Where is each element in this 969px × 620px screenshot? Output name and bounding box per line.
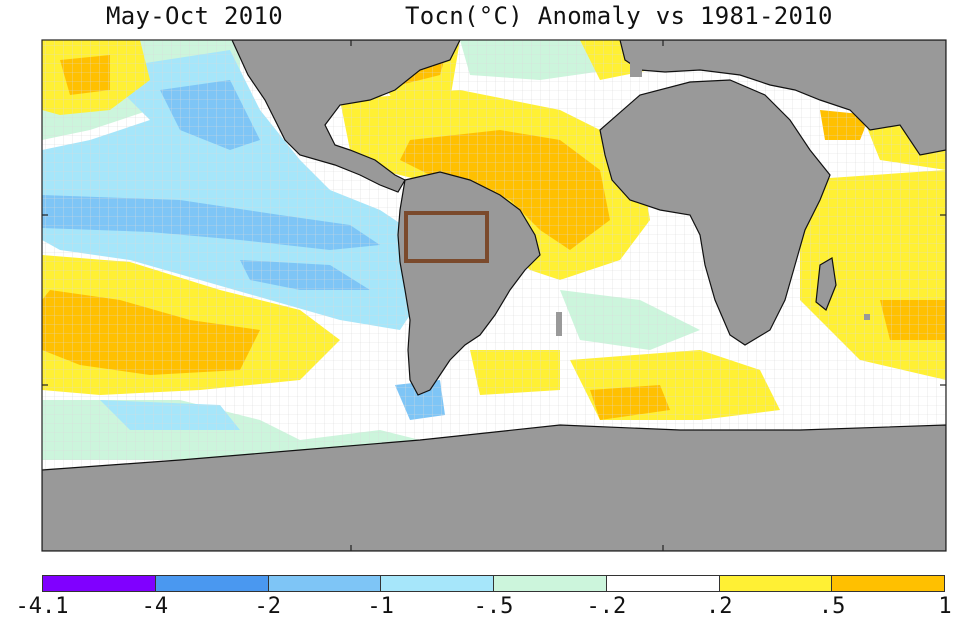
eurasia-landmass bbox=[619, 40, 946, 156]
legend-swatch bbox=[606, 576, 720, 591]
highlight-region-box bbox=[404, 211, 489, 263]
legend-tick-label: .5 bbox=[818, 594, 846, 619]
map-axis-ticks bbox=[42, 40, 946, 551]
legend-tick-label: -2 bbox=[254, 594, 282, 619]
legend-swatch bbox=[268, 576, 382, 591]
legend-tick-label: -1 bbox=[367, 594, 394, 619]
south-america-landmass bbox=[397, 171, 541, 396]
legend-tick-label: -.5 bbox=[473, 594, 514, 619]
legend-tick-label: -.2 bbox=[586, 594, 627, 619]
legend-tick-label: 1 bbox=[938, 594, 952, 619]
north-america-landmass bbox=[231, 40, 461, 193]
africa-landmass bbox=[599, 79, 831, 346]
antarctica-landmass bbox=[42, 424, 946, 551]
madagascar-landmass bbox=[815, 257, 837, 311]
map-title-variable: Tocn(°C) Anomaly vs 1981-2010 bbox=[405, 2, 833, 30]
legend-swatch bbox=[719, 576, 833, 591]
map-frame bbox=[41, 39, 947, 552]
color-legend bbox=[42, 575, 945, 592]
legend-swatch bbox=[43, 576, 156, 591]
legend-swatch bbox=[832, 576, 944, 591]
legend-swatch bbox=[155, 576, 269, 591]
legend-tick-label: -4.1 bbox=[15, 594, 69, 619]
map-title-period: May-Oct 2010 bbox=[106, 2, 283, 30]
sst-anomaly-map bbox=[41, 39, 947, 552]
legend-swatch bbox=[494, 576, 607, 591]
legend-tick-label: -4 bbox=[141, 594, 169, 619]
legend-swatch bbox=[381, 576, 494, 591]
legend-tick-label: .2 bbox=[706, 594, 733, 619]
land-masses bbox=[42, 40, 946, 551]
missing-data-patches bbox=[556, 55, 870, 336]
